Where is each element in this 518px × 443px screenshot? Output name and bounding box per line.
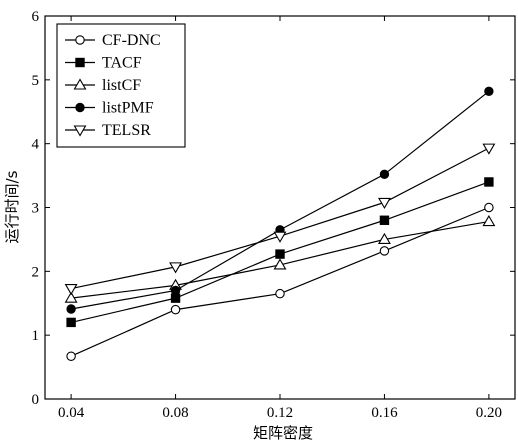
series-tacf — [66, 177, 494, 328]
data-point-listpmf — [170, 285, 181, 296]
y-tick-label: 2 — [32, 264, 40, 280]
data-point-listcf — [64, 291, 78, 303]
data-point-listpmf — [484, 86, 494, 97]
y-tick-label: 3 — [32, 201, 40, 217]
x-axis: 0.04 0.08 0.12 0.16 0.20 — [58, 16, 502, 421]
data-point-tacf — [275, 249, 285, 259]
legend-item-telsr: TELSR — [65, 122, 151, 139]
x-tick-label: 0.20 — [476, 405, 502, 421]
data-point-telsr — [64, 284, 78, 296]
x-tick-label: 0.04 — [58, 405, 85, 421]
data-point-cf-dnc — [484, 202, 494, 213]
data-point-tacf — [379, 215, 390, 225]
data-point-telsr — [273, 231, 287, 243]
data-point-tacf — [170, 293, 181, 303]
x-tick-label: 0.16 — [371, 405, 398, 421]
y-tick-label: 4 — [32, 137, 40, 153]
legend-marker — [75, 57, 85, 68]
legend-item-tacf: TACF — [65, 55, 142, 72]
data-point-listpmf — [379, 169, 390, 180]
legend-marker — [75, 102, 85, 113]
data-point-listcf — [377, 232, 391, 244]
series-listpmf — [66, 86, 494, 314]
series-telsr — [64, 143, 496, 296]
legend-label: listPMF — [102, 100, 154, 117]
data-point-telsr — [482, 143, 496, 155]
data-point-cf-dnc — [275, 288, 285, 299]
x-axis-title: 矩阵密度 — [253, 424, 313, 442]
y-tick-label: 1 — [32, 328, 40, 344]
legend-marker — [73, 125, 87, 137]
legend-label: TACF — [102, 55, 142, 72]
y-tick-label: 0 — [32, 392, 40, 408]
data-point-listcf — [273, 258, 287, 270]
legend-item-listpmf: listPMF — [65, 100, 154, 117]
y-axis: 0 1 2 3 4 5 6 — [32, 9, 515, 408]
data-point-tacf — [66, 317, 76, 328]
legend-label: CF-DNC — [102, 32, 161, 49]
data-point-telsr — [377, 197, 391, 209]
legend-marker — [75, 35, 85, 45]
y-tick-label: 5 — [32, 73, 40, 89]
legend: CF-DNC TACF listCF listPMF TELSR — [56, 23, 186, 148]
data-point-tacf — [484, 177, 494, 187]
data-point-cf-dnc — [66, 351, 76, 361]
legend-item-cf-dnc: CF-DNC — [65, 32, 161, 49]
data-point-cf-dnc — [170, 304, 181, 315]
legend-item-listcf: listCF — [65, 77, 141, 94]
y-axis-title: 运行时间/s — [3, 170, 21, 243]
x-tick-label: 0.12 — [267, 405, 293, 421]
data-point-listpmf — [66, 304, 76, 314]
series-layer — [64, 86, 496, 361]
data-point-telsr — [169, 262, 183, 274]
legend-marker — [73, 78, 87, 90]
y-tick-label: 6 — [32, 9, 40, 25]
series-cf-dnc — [66, 202, 494, 361]
x-tick-label: 0.08 — [162, 405, 188, 421]
legend-label: listCF — [102, 77, 141, 94]
legend-label: TELSR — [102, 122, 151, 139]
data-point-listcf — [482, 214, 496, 227]
data-point-cf-dnc — [379, 246, 390, 256]
